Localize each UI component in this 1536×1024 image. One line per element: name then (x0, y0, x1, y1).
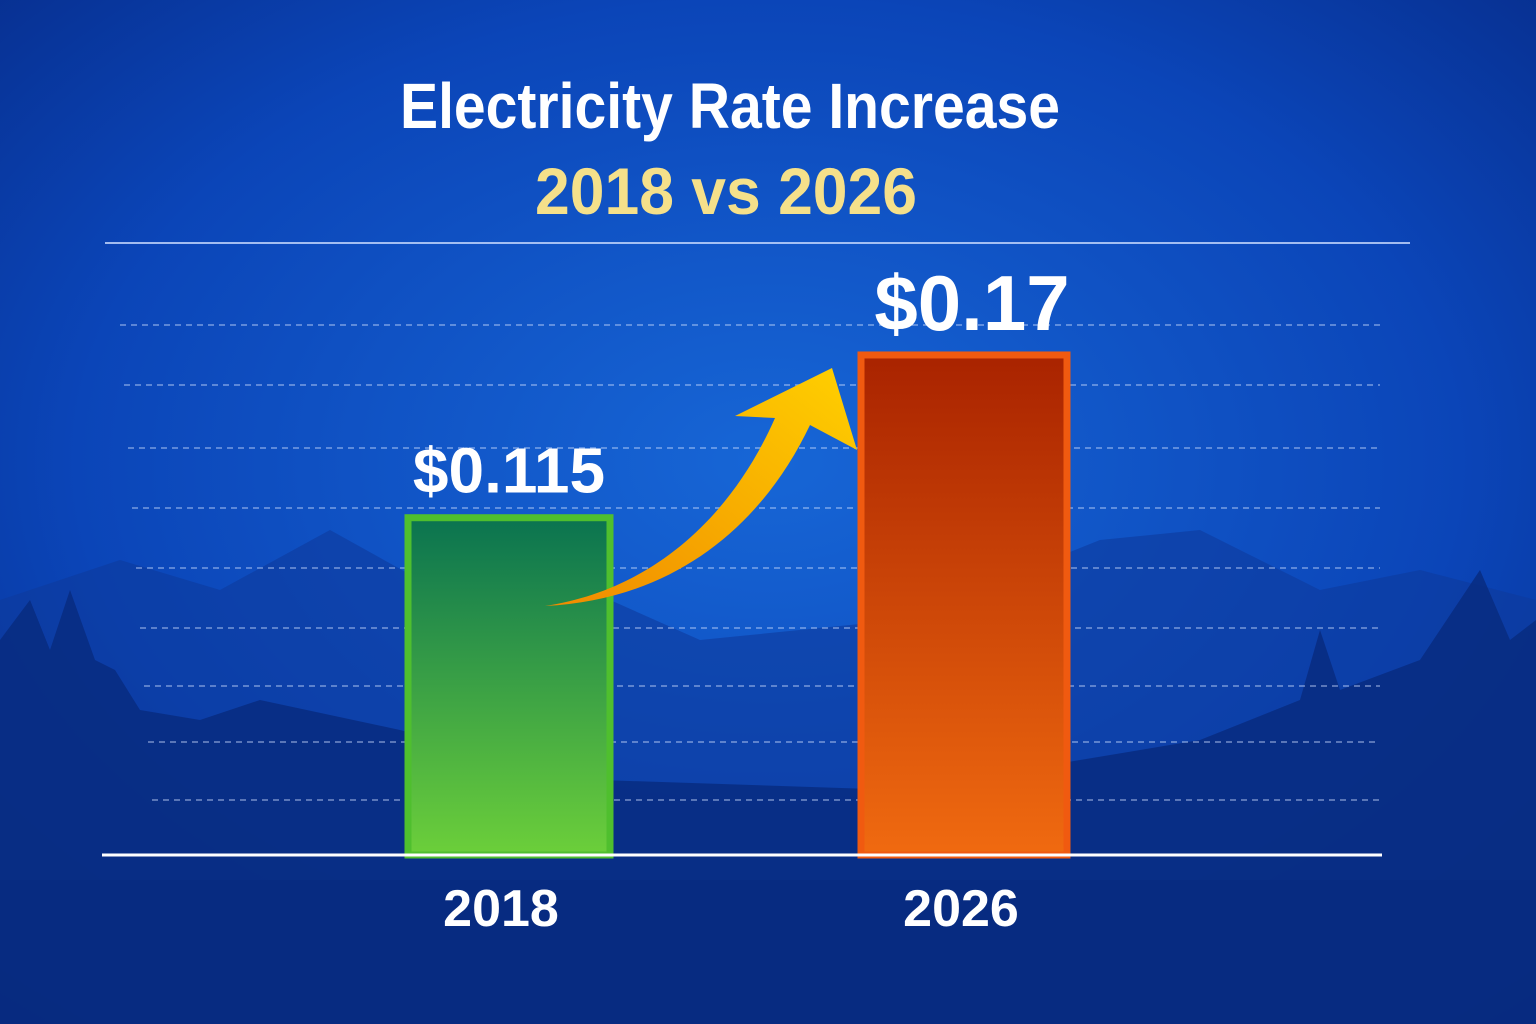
data-label-2026: $0.17 (874, 259, 1069, 347)
chart-title: Electricity Rate Increase (400, 70, 1060, 142)
x-tick-label-2026: 2026 (903, 880, 1019, 938)
bar-2026 (857, 351, 1071, 859)
ground-shadow (0, 880, 1536, 1024)
gridlines (120, 324, 1380, 801)
chart-subtitle: 2018 vs 2026 (535, 154, 917, 228)
bar-2018 (404, 514, 614, 859)
up-arrow-icon (545, 368, 857, 606)
x-tick-label-2018: 2018 (443, 880, 559, 938)
data-label-2018: $0.115 (413, 435, 605, 507)
